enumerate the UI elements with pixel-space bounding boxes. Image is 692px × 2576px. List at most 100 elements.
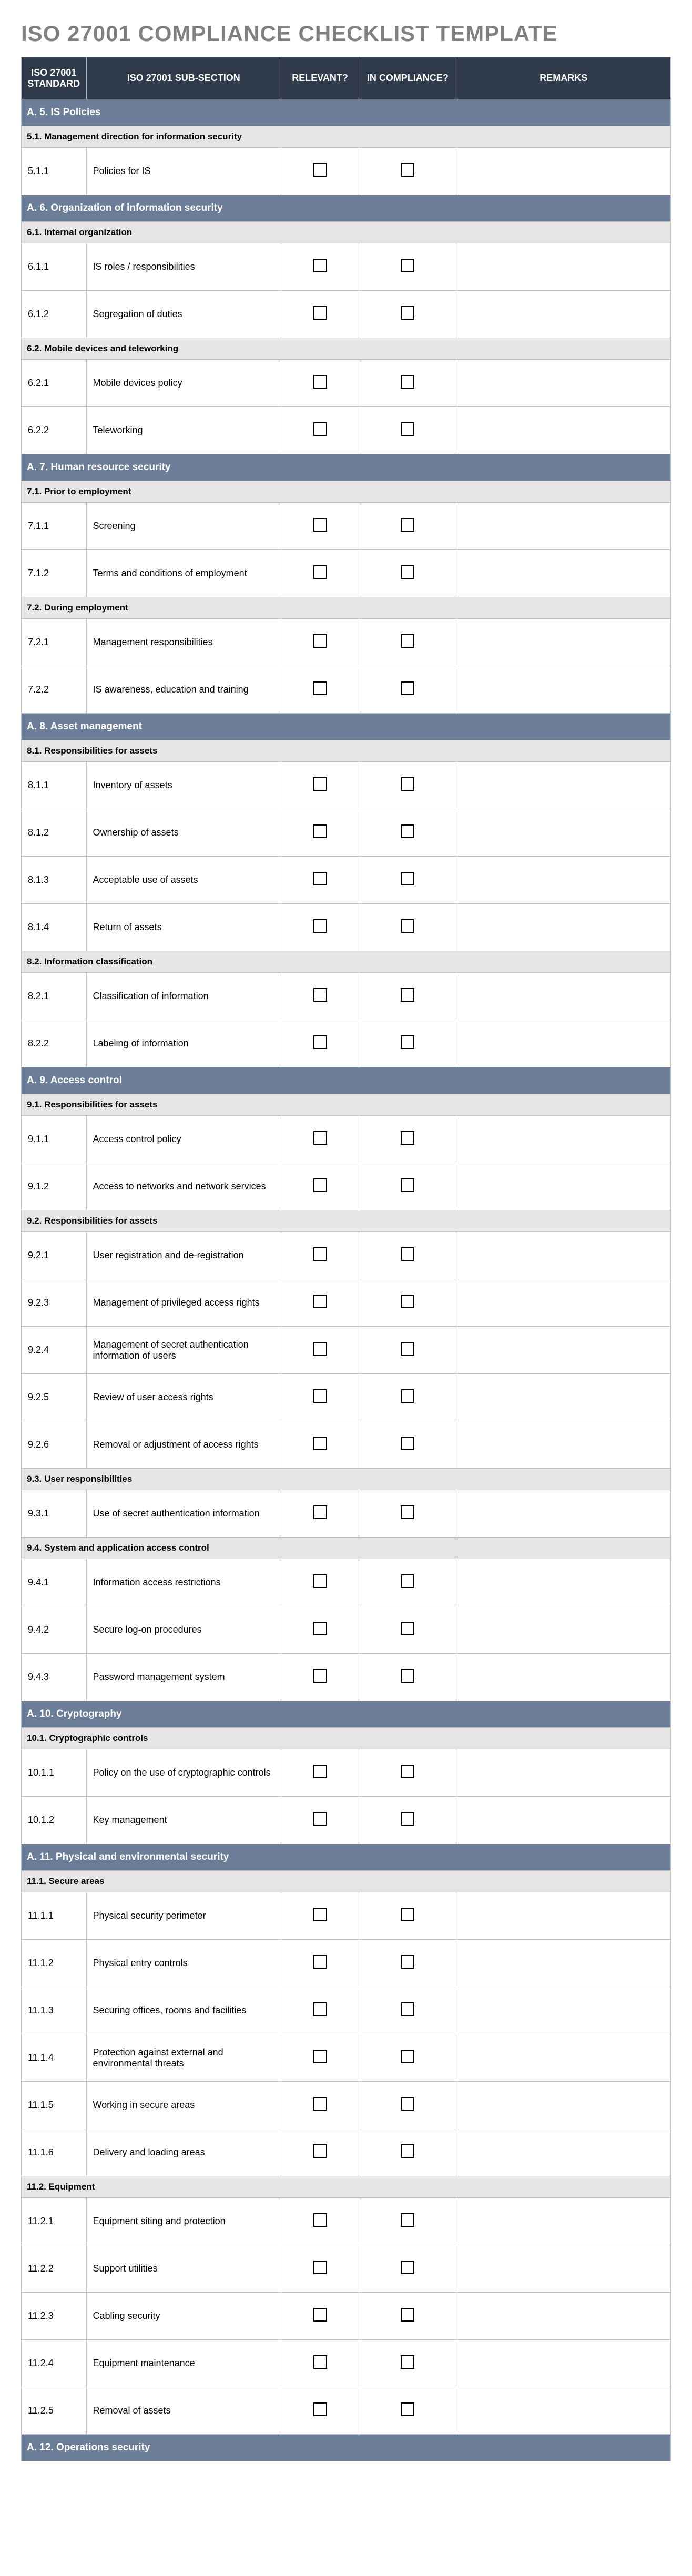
relevant-checkbox[interactable] xyxy=(313,681,327,695)
compliance-checkbox[interactable] xyxy=(401,1342,414,1356)
remarks-cell[interactable] xyxy=(456,2198,671,2245)
relevant-checkbox[interactable] xyxy=(313,1955,327,1969)
remarks-cell[interactable] xyxy=(456,904,671,951)
relevant-checkbox[interactable] xyxy=(313,565,327,579)
compliance-checkbox[interactable] xyxy=(401,1437,414,1450)
relevant-checkbox[interactable] xyxy=(313,777,327,791)
compliance-checkbox[interactable] xyxy=(401,2355,414,2369)
remarks-cell[interactable] xyxy=(456,2129,671,2176)
remarks-cell[interactable] xyxy=(456,2387,671,2435)
remarks-cell[interactable] xyxy=(456,619,671,666)
relevant-checkbox[interactable] xyxy=(313,1812,327,1826)
relevant-checkbox[interactable] xyxy=(313,1178,327,1192)
remarks-cell[interactable] xyxy=(456,1279,671,1327)
compliance-checkbox[interactable] xyxy=(401,1669,414,1683)
relevant-checkbox[interactable] xyxy=(313,518,327,532)
relevant-checkbox[interactable] xyxy=(313,422,327,436)
remarks-cell[interactable] xyxy=(456,1797,671,1844)
remarks-cell[interactable] xyxy=(456,1892,671,1940)
relevant-checkbox[interactable] xyxy=(313,163,327,177)
compliance-checkbox[interactable] xyxy=(401,1574,414,1588)
relevant-checkbox[interactable] xyxy=(313,2144,327,2158)
compliance-checkbox[interactable] xyxy=(401,1247,414,1261)
compliance-checkbox[interactable] xyxy=(401,2213,414,2227)
compliance-checkbox[interactable] xyxy=(401,634,414,648)
relevant-checkbox[interactable] xyxy=(313,2402,327,2416)
compliance-checkbox[interactable] xyxy=(401,1178,414,1192)
compliance-checkbox[interactable] xyxy=(401,777,414,791)
relevant-checkbox[interactable] xyxy=(313,2355,327,2369)
compliance-checkbox[interactable] xyxy=(401,422,414,436)
compliance-checkbox[interactable] xyxy=(401,375,414,389)
relevant-checkbox[interactable] xyxy=(313,2261,327,2274)
relevant-checkbox[interactable] xyxy=(313,1437,327,1450)
compliance-checkbox[interactable] xyxy=(401,259,414,272)
remarks-cell[interactable] xyxy=(456,857,671,904)
remarks-cell[interactable] xyxy=(456,1327,671,1374)
compliance-checkbox[interactable] xyxy=(401,919,414,933)
relevant-checkbox[interactable] xyxy=(313,634,327,648)
remarks-cell[interactable] xyxy=(456,550,671,597)
compliance-checkbox[interactable] xyxy=(401,1812,414,1826)
remarks-cell[interactable] xyxy=(456,1654,671,1701)
compliance-checkbox[interactable] xyxy=(401,1035,414,1049)
relevant-checkbox[interactable] xyxy=(313,306,327,320)
relevant-checkbox[interactable] xyxy=(313,872,327,885)
compliance-checkbox[interactable] xyxy=(401,1908,414,1921)
remarks-cell[interactable] xyxy=(456,1116,671,1163)
compliance-checkbox[interactable] xyxy=(401,565,414,579)
remarks-cell[interactable] xyxy=(456,1163,671,1210)
remarks-cell[interactable] xyxy=(456,2245,671,2293)
compliance-checkbox[interactable] xyxy=(401,988,414,1002)
compliance-checkbox[interactable] xyxy=(401,872,414,885)
relevant-checkbox[interactable] xyxy=(313,2308,327,2322)
relevant-checkbox[interactable] xyxy=(313,824,327,838)
remarks-cell[interactable] xyxy=(456,1749,671,1797)
remarks-cell[interactable] xyxy=(456,1490,671,1538)
compliance-checkbox[interactable] xyxy=(401,518,414,532)
remarks-cell[interactable] xyxy=(456,1232,671,1279)
relevant-checkbox[interactable] xyxy=(313,988,327,1002)
relevant-checkbox[interactable] xyxy=(313,2050,327,2063)
relevant-checkbox[interactable] xyxy=(313,1247,327,1261)
compliance-checkbox[interactable] xyxy=(401,2144,414,2158)
compliance-checkbox[interactable] xyxy=(401,1131,414,1145)
relevant-checkbox[interactable] xyxy=(313,1389,327,1403)
remarks-cell[interactable] xyxy=(456,2034,671,2082)
remarks-cell[interactable] xyxy=(456,1940,671,1987)
compliance-checkbox[interactable] xyxy=(401,2261,414,2274)
compliance-checkbox[interactable] xyxy=(401,2050,414,2063)
compliance-checkbox[interactable] xyxy=(401,681,414,695)
compliance-checkbox[interactable] xyxy=(401,1765,414,1778)
compliance-checkbox[interactable] xyxy=(401,1389,414,1403)
remarks-cell[interactable] xyxy=(456,243,671,291)
relevant-checkbox[interactable] xyxy=(313,375,327,389)
remarks-cell[interactable] xyxy=(456,291,671,338)
relevant-checkbox[interactable] xyxy=(313,1669,327,1683)
compliance-checkbox[interactable] xyxy=(401,1295,414,1308)
remarks-cell[interactable] xyxy=(456,762,671,809)
relevant-checkbox[interactable] xyxy=(313,1765,327,1778)
remarks-cell[interactable] xyxy=(456,360,671,407)
relevant-checkbox[interactable] xyxy=(313,2097,327,2111)
relevant-checkbox[interactable] xyxy=(313,1574,327,1588)
compliance-checkbox[interactable] xyxy=(401,2308,414,2322)
remarks-cell[interactable] xyxy=(456,666,671,714)
compliance-checkbox[interactable] xyxy=(401,1955,414,1969)
remarks-cell[interactable] xyxy=(456,1987,671,2034)
compliance-checkbox[interactable] xyxy=(401,163,414,177)
remarks-cell[interactable] xyxy=(456,1559,671,1606)
relevant-checkbox[interactable] xyxy=(313,1342,327,1356)
relevant-checkbox[interactable] xyxy=(313,1622,327,1635)
remarks-cell[interactable] xyxy=(456,407,671,454)
remarks-cell[interactable] xyxy=(456,2082,671,2129)
relevant-checkbox[interactable] xyxy=(313,1035,327,1049)
relevant-checkbox[interactable] xyxy=(313,1295,327,1308)
compliance-checkbox[interactable] xyxy=(401,1505,414,1519)
compliance-checkbox[interactable] xyxy=(401,2097,414,2111)
remarks-cell[interactable] xyxy=(456,1374,671,1421)
compliance-checkbox[interactable] xyxy=(401,824,414,838)
compliance-checkbox[interactable] xyxy=(401,306,414,320)
remarks-cell[interactable] xyxy=(456,1421,671,1469)
remarks-cell[interactable] xyxy=(456,1020,671,1067)
